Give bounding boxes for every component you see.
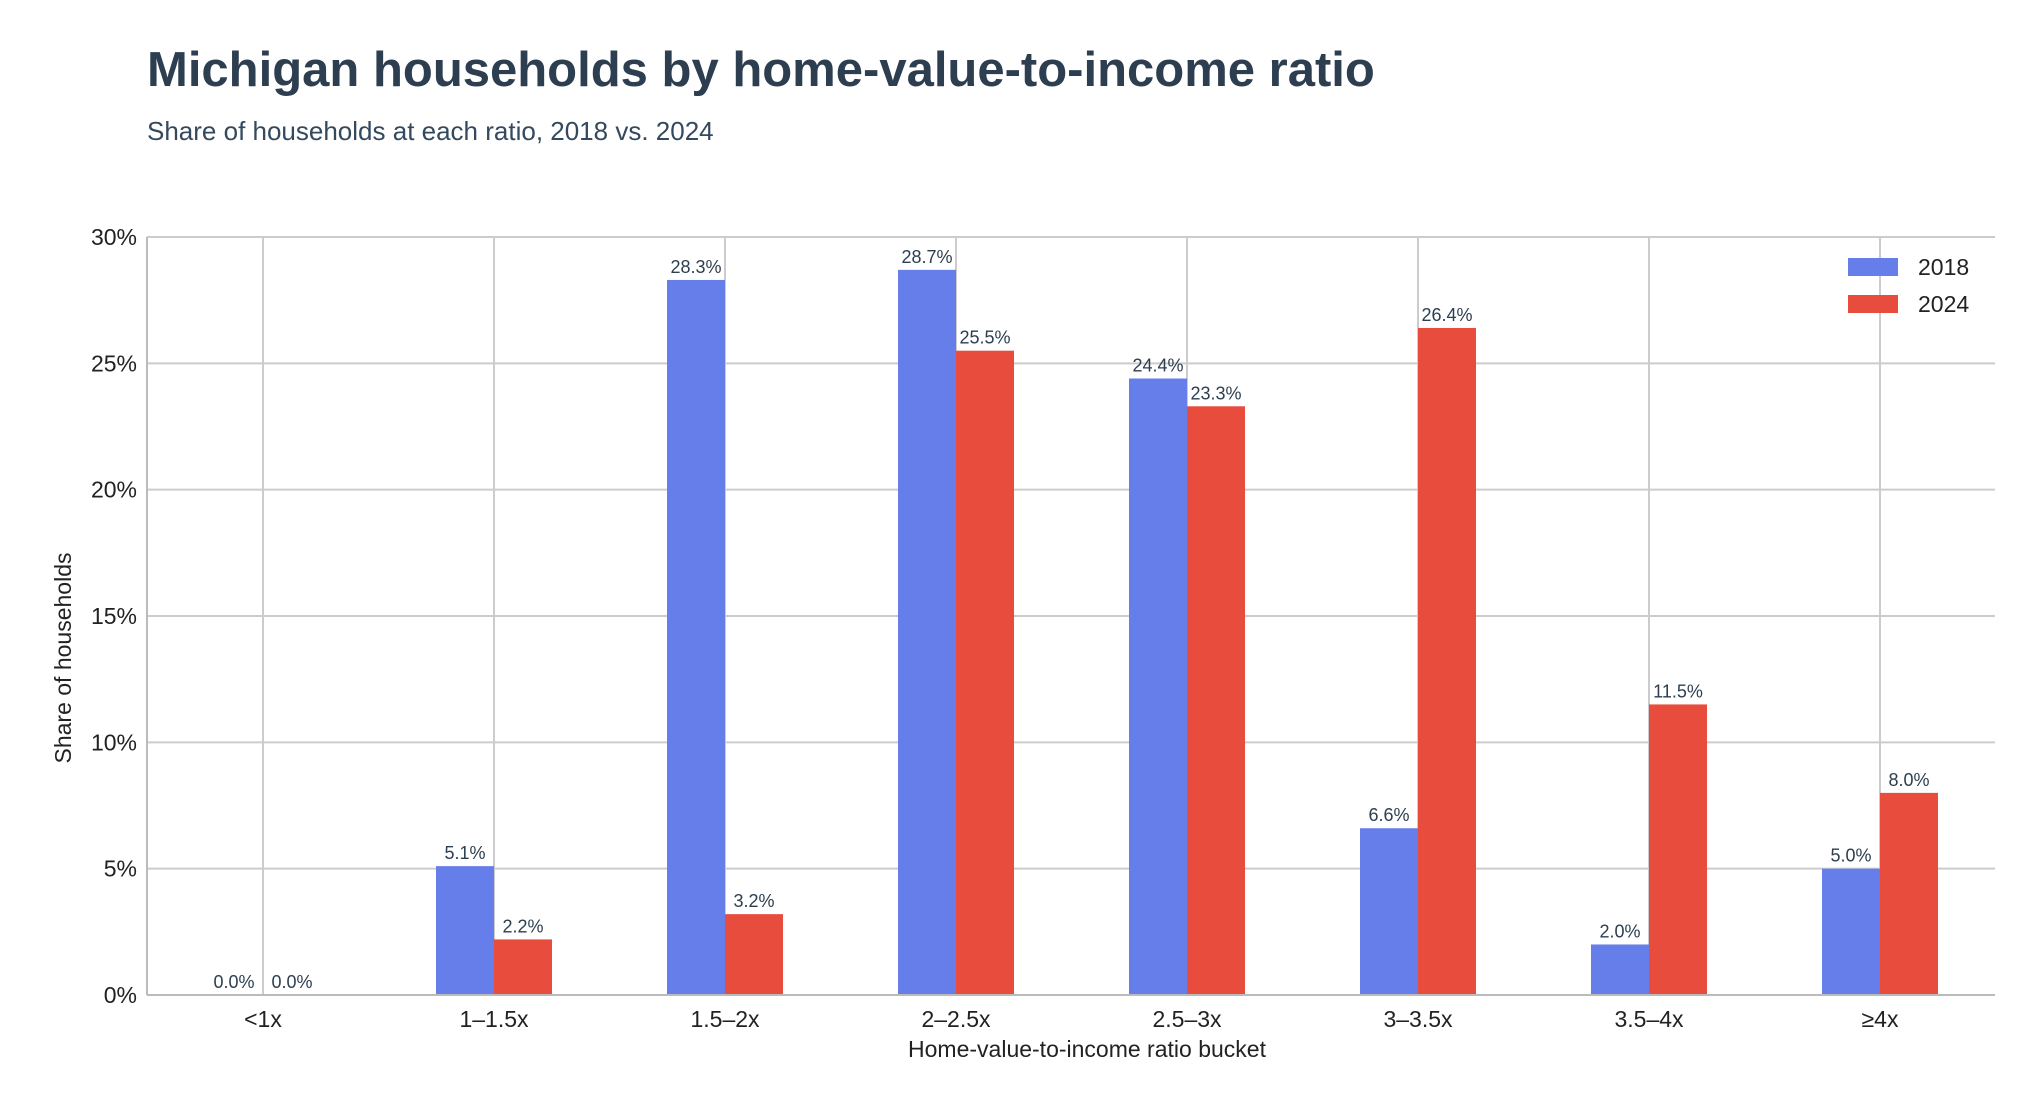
bar-value-label: 5.0% — [1830, 846, 1871, 866]
bar-value-label: 23.3% — [1190, 383, 1241, 403]
bar-2024 — [494, 939, 552, 995]
bar-2018 — [898, 269, 956, 995]
bar-value-label: 8.0% — [1888, 770, 1929, 790]
legend: 2018 2024 — [1848, 254, 1969, 317]
legend-label: 2024 — [1918, 291, 1969, 317]
chart-title: Michigan households by home-value-to-inc… — [147, 43, 1375, 97]
x-tick-label: 3.5–4x — [1614, 1006, 1684, 1032]
y-tick-label: 15% — [91, 603, 137, 629]
y-tick-label: 5% — [104, 856, 137, 882]
x-tick-label: 3–3.5x — [1383, 1006, 1453, 1032]
bar-value-label: 28.3% — [670, 257, 721, 277]
bar-value-label: 0.0% — [271, 972, 312, 992]
bar-value-label: 25.5% — [959, 328, 1010, 348]
x-tick-label: ≥4x — [1862, 1006, 1899, 1032]
bar-value-label: 28.7% — [901, 247, 952, 267]
axes: 0% 5% 10% 15% 20% 25% 30% <1x 1–1.5x 1.5–2x 2–2.5x… — [91, 224, 1995, 1032]
x-tick-label: 1–1.5x — [459, 1006, 529, 1032]
y-axis-title: Share of households — [50, 553, 76, 764]
legend-swatch-2024 — [1848, 295, 1898, 313]
legend-swatch-2018 — [1848, 258, 1898, 276]
legend-label: 2018 — [1918, 254, 1969, 280]
y-tick-label: 20% — [91, 477, 137, 503]
bar-2018 — [1129, 378, 1187, 995]
bar-value-label: 26.4% — [1421, 305, 1472, 325]
bar-value-label: 5.1% — [444, 843, 485, 863]
bar-2024 — [956, 350, 1014, 995]
bar-value-label: 6.6% — [1368, 805, 1409, 825]
bar-value-label: 3.2% — [733, 891, 774, 911]
x-tick-label: 1.5–2x — [690, 1006, 760, 1032]
y-tick-label: 30% — [91, 224, 137, 250]
x-axis-title: Home-value-to-income ratio bucket — [908, 1036, 1267, 1062]
bar-value-label: 2.2% — [502, 916, 543, 936]
bar-2024 — [1418, 327, 1476, 996]
bar-2024 — [1187, 406, 1245, 996]
grid-lines — [147, 236, 1995, 996]
x-tick-label: 2–2.5x — [921, 1006, 991, 1032]
bar-value-label: 0.0% — [213, 972, 254, 992]
bar-2018 — [1360, 828, 1418, 995]
bar-2018 — [436, 866, 494, 995]
y-tick-label: 25% — [91, 350, 137, 376]
bar-value-labels: 0.0% 5.1% 28.3% 28.7% 24.4% 6.6% 2.0% 5.0% 0.0% 2… — [213, 247, 1929, 992]
bar-value-label: 11.5% — [1653, 681, 1703, 701]
chart-subtitle: Share of households at each ratio, 2018 … — [147, 116, 714, 146]
x-tick-label: 2.5–3x — [1152, 1006, 1222, 1032]
bar-2018 — [1822, 868, 1880, 995]
bar-2024 — [1649, 704, 1707, 995]
x-tick-label: <1x — [244, 1006, 282, 1032]
bar-value-label: 24.4% — [1132, 355, 1183, 375]
bars — [436, 269, 1938, 996]
bar-2024 — [725, 914, 783, 995]
bar-2018 — [1591, 944, 1649, 995]
y-tick-label: 0% — [104, 982, 137, 1008]
bar-2024 — [1880, 792, 1938, 995]
bar-value-label: 2.0% — [1599, 921, 1640, 941]
y-tick-label: 10% — [91, 729, 137, 755]
bar-2018 — [667, 279, 725, 995]
